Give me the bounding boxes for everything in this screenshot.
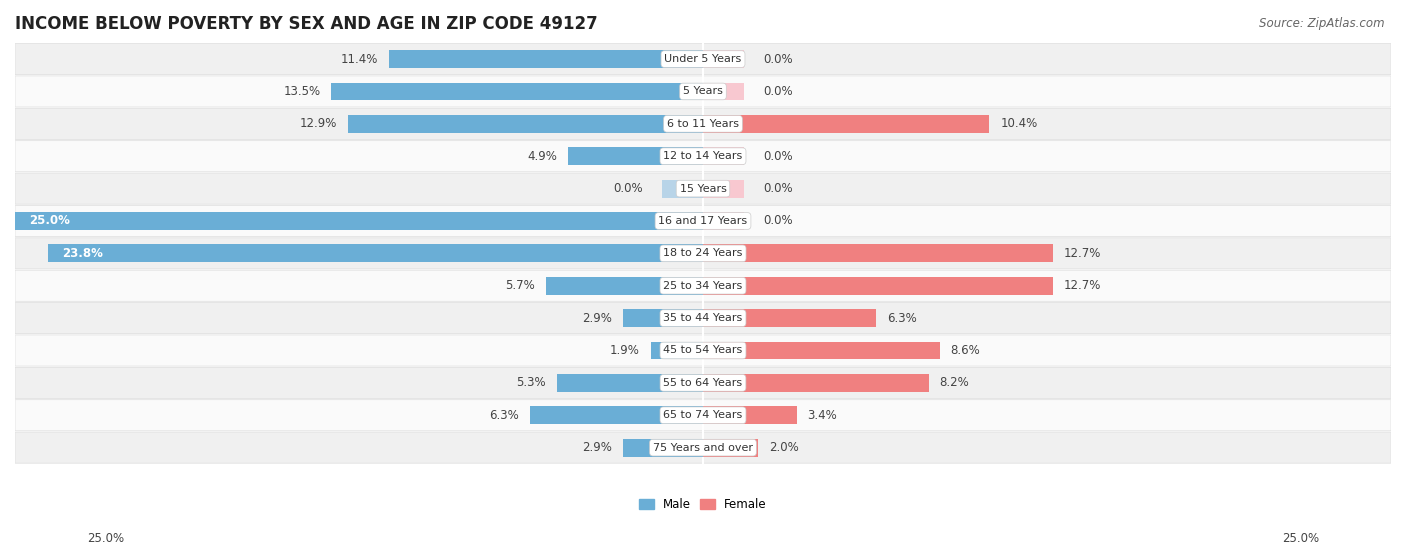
Text: 15 Years: 15 Years — [679, 183, 727, 193]
Text: Source: ZipAtlas.com: Source: ZipAtlas.com — [1260, 17, 1385, 30]
FancyBboxPatch shape — [15, 206, 1391, 236]
Text: 12 to 14 Years: 12 to 14 Years — [664, 151, 742, 161]
Bar — [15, 212, 703, 230]
FancyBboxPatch shape — [15, 270, 1391, 301]
Bar — [703, 83, 744, 101]
FancyBboxPatch shape — [15, 76, 1391, 107]
Text: 0.0%: 0.0% — [763, 85, 793, 98]
Text: 2.9%: 2.9% — [582, 311, 612, 325]
Text: 8.2%: 8.2% — [939, 376, 969, 390]
Text: 0.0%: 0.0% — [613, 182, 643, 195]
Text: 12.9%: 12.9% — [299, 117, 337, 130]
Text: 12.7%: 12.7% — [1063, 280, 1101, 292]
Text: 1.9%: 1.9% — [610, 344, 640, 357]
Bar — [703, 50, 744, 68]
Bar — [703, 244, 1053, 262]
Bar — [557, 374, 703, 392]
Text: 10.4%: 10.4% — [1000, 117, 1038, 130]
Text: 6.3%: 6.3% — [887, 311, 917, 325]
Text: 0.0%: 0.0% — [763, 150, 793, 163]
Text: 11.4%: 11.4% — [340, 53, 378, 65]
Text: 65 to 74 Years: 65 to 74 Years — [664, 410, 742, 420]
Text: 35 to 44 Years: 35 to 44 Years — [664, 313, 742, 323]
Bar — [546, 277, 703, 295]
Text: 55 to 64 Years: 55 to 64 Years — [664, 378, 742, 388]
Bar — [703, 309, 876, 327]
Text: 25.0%: 25.0% — [1282, 532, 1319, 545]
Text: 12.7%: 12.7% — [1063, 247, 1101, 260]
Bar — [568, 148, 703, 165]
Bar — [623, 439, 703, 457]
Bar — [349, 115, 703, 132]
Text: 0.0%: 0.0% — [763, 53, 793, 65]
Text: 25 to 34 Years: 25 to 34 Years — [664, 281, 742, 291]
FancyBboxPatch shape — [15, 335, 1391, 366]
Text: 75 Years and over: 75 Years and over — [652, 443, 754, 453]
Bar — [662, 179, 703, 197]
FancyBboxPatch shape — [15, 400, 1391, 431]
Text: 2.0%: 2.0% — [769, 441, 799, 454]
Text: INCOME BELOW POVERTY BY SEX AND AGE IN ZIP CODE 49127: INCOME BELOW POVERTY BY SEX AND AGE IN Z… — [15, 15, 598, 33]
FancyBboxPatch shape — [15, 173, 1391, 204]
Bar — [389, 50, 703, 68]
FancyBboxPatch shape — [15, 141, 1391, 172]
Text: 6 to 11 Years: 6 to 11 Years — [666, 119, 740, 129]
FancyBboxPatch shape — [15, 432, 1391, 463]
Text: 18 to 24 Years: 18 to 24 Years — [664, 248, 742, 258]
Text: Under 5 Years: Under 5 Years — [665, 54, 741, 64]
Bar — [623, 309, 703, 327]
Bar — [703, 115, 990, 132]
Text: 0.0%: 0.0% — [763, 182, 793, 195]
Text: 13.5%: 13.5% — [284, 85, 321, 98]
Text: 8.6%: 8.6% — [950, 344, 980, 357]
Bar — [703, 374, 929, 392]
Text: 4.9%: 4.9% — [527, 150, 557, 163]
Text: 2.9%: 2.9% — [582, 441, 612, 454]
Text: 23.8%: 23.8% — [62, 247, 103, 260]
Bar — [703, 179, 744, 197]
FancyBboxPatch shape — [15, 44, 1391, 74]
Text: 5.7%: 5.7% — [505, 280, 536, 292]
Text: 5 Years: 5 Years — [683, 87, 723, 97]
FancyBboxPatch shape — [15, 367, 1391, 399]
Text: 3.4%: 3.4% — [807, 409, 838, 421]
Legend: Male, Female: Male, Female — [634, 493, 772, 516]
Text: 25.0%: 25.0% — [87, 532, 124, 545]
Bar — [703, 342, 939, 359]
FancyBboxPatch shape — [15, 302, 1391, 334]
Bar — [332, 83, 703, 101]
Bar — [48, 244, 703, 262]
FancyBboxPatch shape — [15, 238, 1391, 269]
Bar — [703, 148, 744, 165]
Bar — [703, 439, 758, 457]
Text: 45 to 54 Years: 45 to 54 Years — [664, 345, 742, 356]
Bar — [703, 212, 744, 230]
Bar — [703, 406, 797, 424]
Text: 16 and 17 Years: 16 and 17 Years — [658, 216, 748, 226]
Text: 6.3%: 6.3% — [489, 409, 519, 421]
Bar — [530, 406, 703, 424]
Bar — [703, 277, 1053, 295]
Text: 25.0%: 25.0% — [28, 215, 70, 228]
Text: 5.3%: 5.3% — [516, 376, 546, 390]
Text: 0.0%: 0.0% — [763, 215, 793, 228]
FancyBboxPatch shape — [15, 108, 1391, 139]
Bar — [651, 342, 703, 359]
